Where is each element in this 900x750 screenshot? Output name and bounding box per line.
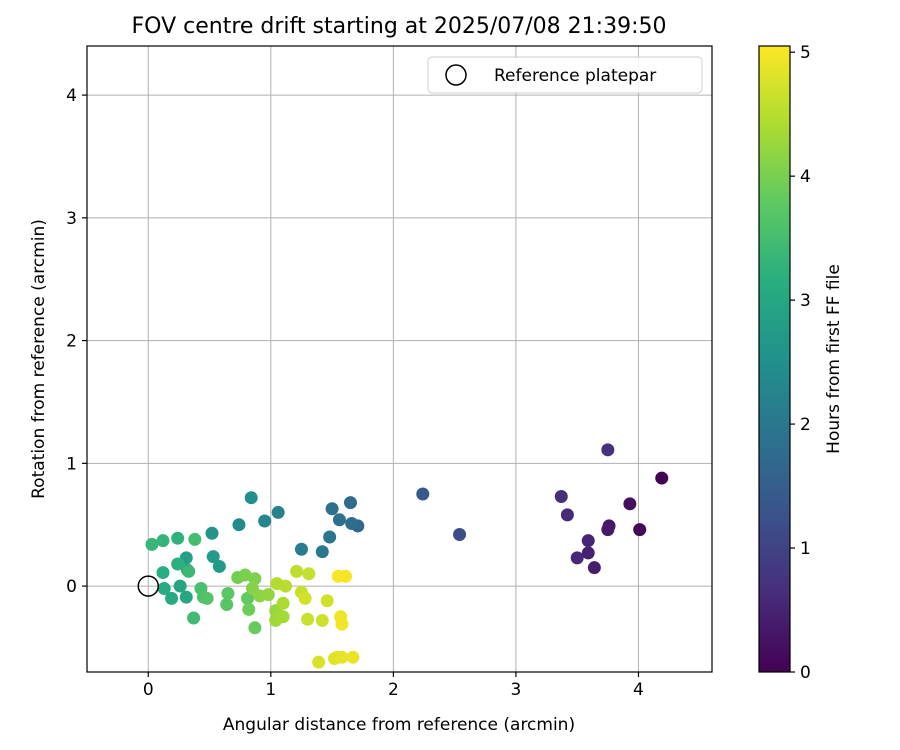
scatter-point — [156, 534, 170, 548]
scatter-point — [343, 496, 357, 510]
scatter-point — [145, 537, 159, 551]
scatter-point — [416, 487, 430, 501]
scatter-point — [323, 530, 337, 544]
chart-title: FOV centre drift starting at 2025/07/08 … — [132, 14, 667, 39]
scatter-point — [258, 514, 272, 528]
scatter-point — [276, 610, 290, 624]
scatter-point — [241, 591, 255, 605]
colorbar: 0 1 2 3 4 5 Hours from first FF file — [758, 43, 844, 683]
legend: Reference platepar — [427, 56, 703, 94]
colorbar-tick-label: 5 — [800, 43, 811, 63]
data-points — [145, 443, 669, 669]
scatter-point — [221, 586, 235, 600]
colorbar-tick-label: 2 — [800, 415, 811, 435]
colorbar-frame — [758, 45, 791, 673]
x-tick-label: 0 — [143, 680, 154, 700]
legend-box — [427, 56, 703, 94]
scatter-point — [570, 551, 584, 565]
colorbar-tick-label: 1 — [800, 539, 811, 559]
scatter-point — [171, 557, 185, 571]
scatter-point — [248, 621, 262, 635]
scatter-point — [200, 591, 214, 605]
scatter-point — [335, 617, 349, 631]
x-axis-label: Angular distance from reference (arcmin) — [223, 715, 575, 735]
scatter-point — [601, 523, 615, 537]
y-axis-label: Rotation from reference (arcmin) — [29, 219, 49, 499]
scatter-point — [242, 602, 256, 616]
scatter-point — [581, 534, 595, 548]
scatter-point — [335, 650, 349, 664]
y-tick-label: 3 — [66, 209, 77, 229]
colorbar-tick-label: 4 — [800, 167, 811, 187]
scatter-point — [453, 528, 467, 542]
colorbar-tick-label: 3 — [800, 291, 811, 311]
scatter-point — [276, 596, 290, 610]
y-tick-label: 1 — [66, 454, 77, 474]
scatter-point — [325, 502, 339, 516]
x-tick-label: 3 — [511, 680, 522, 700]
scatter-point — [271, 505, 285, 519]
scatter-point — [587, 561, 601, 575]
scatter-point — [346, 650, 360, 664]
scatter-point — [188, 532, 202, 546]
grid-lines — [87, 46, 712, 672]
y-tick-label: 0 — [66, 577, 77, 597]
x-tick-label: 1 — [265, 680, 276, 700]
scatter-point — [171, 531, 185, 545]
scatter-point — [205, 526, 219, 540]
colorbar-ticks: 0 1 2 3 4 5 — [790, 43, 811, 683]
scatter-point — [302, 567, 316, 581]
plot-frame — [86, 45, 713, 673]
scatter-point — [165, 591, 179, 605]
scatter-point — [298, 591, 312, 605]
scatter-point — [279, 579, 293, 593]
scatter-point — [232, 518, 246, 532]
scatter-point — [261, 588, 275, 602]
scatter-point — [332, 513, 346, 527]
scatter-point — [212, 559, 226, 573]
scatter-point — [554, 489, 568, 503]
scatter-point — [248, 572, 262, 586]
scatter-point — [173, 579, 187, 593]
x-tick-label: 4 — [633, 680, 644, 700]
scatter-point — [238, 568, 252, 582]
legend-entry: Reference platepar — [494, 66, 656, 86]
scatter-point — [633, 523, 647, 537]
reference-platepar-marker — [137, 575, 160, 597]
scatter-point — [655, 471, 669, 485]
x-axis-ticks: 0 1 2 3 4 — [143, 672, 644, 700]
scatter-point — [156, 566, 170, 580]
scatter-point — [290, 564, 304, 578]
colorbar-gradient — [759, 46, 790, 672]
scatter-point — [315, 613, 329, 627]
scatter-point — [315, 545, 329, 559]
scatter-point — [320, 594, 334, 608]
colorbar-label: Hours from first FF file — [824, 264, 844, 454]
colorbar-tick-label: 0 — [800, 663, 811, 683]
scatter-point — [206, 550, 220, 564]
x-tick-label: 2 — [388, 680, 399, 700]
legend-marker-icon — [445, 64, 467, 86]
scatter-point — [157, 582, 171, 596]
scatter-point — [345, 516, 359, 530]
y-tick-label: 4 — [66, 86, 77, 106]
scatter-point — [601, 443, 615, 457]
reference-point — [137, 575, 160, 597]
y-axis-ticks: 0 1 2 3 4 — [66, 86, 87, 597]
scatter-point — [187, 611, 201, 625]
scatter-point — [182, 564, 196, 578]
scatter-point — [220, 597, 234, 611]
scatter-point — [331, 569, 345, 583]
y-tick-label: 2 — [66, 332, 77, 352]
scatter-point — [179, 590, 193, 604]
scatter-point — [581, 546, 595, 560]
scatter-point — [294, 542, 308, 556]
scatter-point — [312, 655, 326, 669]
scatter-point — [623, 497, 637, 511]
scatter-point — [244, 491, 258, 505]
scatter-point — [560, 508, 574, 522]
scatter-point — [301, 612, 315, 626]
